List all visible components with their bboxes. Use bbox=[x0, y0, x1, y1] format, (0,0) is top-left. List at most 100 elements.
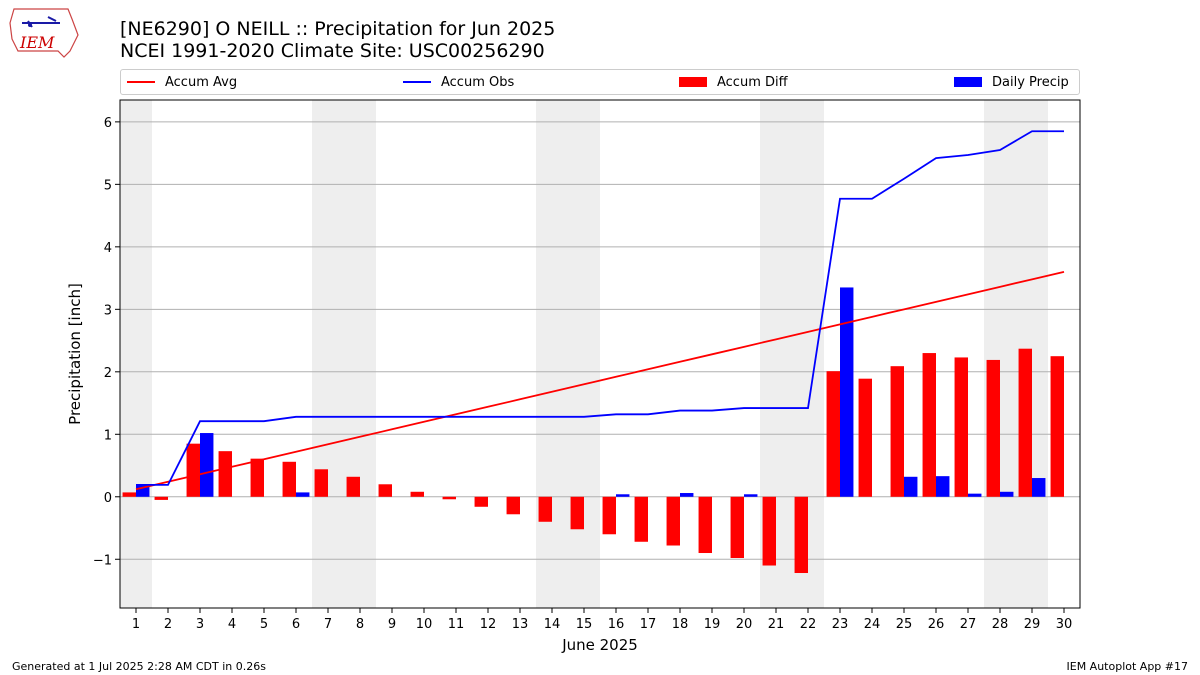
accum-diff-bar bbox=[506, 496, 520, 515]
x-tick-label: 15 bbox=[576, 617, 593, 632]
accum-diff-bar bbox=[730, 496, 744, 559]
daily-precip-bar bbox=[968, 493, 982, 497]
accum-diff-bar bbox=[378, 484, 392, 497]
accum-diff-bar bbox=[154, 496, 168, 500]
x-tick-label: 2 bbox=[164, 617, 172, 632]
daily-precip-bar bbox=[904, 476, 918, 497]
x-tick-label: 29 bbox=[1024, 617, 1041, 632]
legend-swatch-accum-diff bbox=[679, 77, 707, 87]
accum-diff-bar bbox=[410, 491, 424, 497]
accum-diff-bar bbox=[954, 357, 968, 497]
legend-swatch-accum-obs bbox=[403, 81, 431, 83]
accum-diff-bar bbox=[922, 353, 936, 497]
x-tick-label: 22 bbox=[800, 617, 817, 632]
x-tick-label: 10 bbox=[416, 617, 433, 632]
x-tick-label: 7 bbox=[324, 617, 332, 632]
x-tick-label: 1 bbox=[132, 617, 140, 632]
daily-precip-bar bbox=[296, 492, 310, 497]
accum-diff-bar bbox=[794, 496, 808, 574]
accum-diff-bar bbox=[570, 496, 584, 530]
daily-precip-bar bbox=[136, 484, 150, 497]
iem-logo: IEM bbox=[9, 8, 79, 58]
accum-diff-bar bbox=[602, 496, 616, 535]
accum-diff-bar bbox=[1018, 348, 1032, 497]
x-tick-label: 19 bbox=[704, 617, 721, 632]
daily-precip-bar bbox=[840, 287, 854, 497]
x-tick-label: 14 bbox=[544, 617, 561, 632]
iem-logo-text: IEM bbox=[19, 33, 55, 52]
daily-precip-bar bbox=[616, 494, 630, 497]
y-tick-label: 1 bbox=[104, 428, 112, 443]
weekend-band-day-15 bbox=[568, 100, 600, 608]
chart-legend: Accum Avg Accum Obs Accum Diff Daily Pre… bbox=[120, 69, 1080, 95]
x-tick-label: 18 bbox=[672, 617, 689, 632]
weekend-band-day-8 bbox=[344, 100, 376, 608]
accum-diff-bar bbox=[474, 496, 488, 507]
legend-swatch-accum-avg bbox=[127, 81, 155, 83]
x-tick-label: 6 bbox=[292, 617, 300, 632]
legend-item-accum-avg: Accum Avg bbox=[127, 70, 237, 94]
accum-diff-bar bbox=[826, 371, 840, 497]
legend-swatch-daily-precip bbox=[954, 77, 982, 87]
daily-precip-bar bbox=[1000, 491, 1014, 497]
accum-diff-bar bbox=[250, 458, 264, 497]
x-tick-label: 30 bbox=[1056, 617, 1073, 632]
generated-footer: Generated at 1 Jul 2025 2:28 AM CDT in 0… bbox=[12, 660, 266, 673]
accum-diff-bar bbox=[186, 443, 200, 497]
x-tick-label: 23 bbox=[832, 617, 849, 632]
weekend-band-day-14 bbox=[536, 100, 568, 608]
chart-title: [NE6290] O NEILL :: Precipitation for Ju… bbox=[120, 18, 556, 40]
legend-item-accum-diff: Accum Diff bbox=[679, 70, 788, 94]
y-tick-label: 2 bbox=[104, 366, 112, 381]
accum-diff-bar bbox=[858, 378, 872, 497]
x-tick-label: 16 bbox=[608, 617, 625, 632]
legend-label-accum-obs: Accum Obs bbox=[441, 74, 515, 90]
x-tick-label: 17 bbox=[640, 617, 657, 632]
accum-diff-bar bbox=[442, 496, 456, 500]
accum-obs-line bbox=[136, 130, 1064, 486]
legend-label-accum-avg: Accum Avg bbox=[165, 74, 238, 90]
accum-diff-bar bbox=[634, 496, 648, 542]
x-tick-label: 5 bbox=[260, 617, 268, 632]
x-tick-label: 9 bbox=[388, 617, 396, 632]
x-tick-label: 13 bbox=[512, 617, 529, 632]
plot-frame bbox=[119, 99, 1081, 609]
accum-diff-bar bbox=[314, 469, 328, 497]
daily-precip-bar bbox=[936, 476, 950, 497]
x-tick-label: 11 bbox=[448, 617, 465, 632]
x-tick-label: 27 bbox=[960, 617, 977, 632]
x-axis-label: June 2025 bbox=[561, 636, 638, 654]
chart-subtitle: NCEI 1991-2020 Climate Site: USC00256290 bbox=[120, 40, 545, 62]
accum-diff-bar bbox=[986, 359, 1000, 497]
y-tick-label: 3 bbox=[104, 303, 112, 318]
accum-diff-bar bbox=[890, 366, 904, 497]
accum-diff-bar bbox=[122, 492, 136, 497]
x-tick-label: 20 bbox=[736, 617, 753, 632]
weekend-band-day-28 bbox=[984, 100, 1016, 608]
y-tick-label: 6 bbox=[104, 116, 112, 131]
y-tick-label: 0 bbox=[104, 491, 112, 506]
x-tick-label: 26 bbox=[928, 617, 945, 632]
legend-item-accum-obs: Accum Obs bbox=[403, 70, 514, 94]
x-tick-label: 28 bbox=[992, 617, 1009, 632]
x-tick-label: 24 bbox=[864, 617, 881, 632]
accum-diff-bar bbox=[1050, 356, 1064, 497]
weekend-band-day-1 bbox=[120, 100, 152, 608]
app-footer: IEM Autoplot App #17 bbox=[1066, 660, 1189, 673]
x-tick-label: 8 bbox=[356, 617, 364, 632]
accum-diff-bar bbox=[666, 496, 680, 546]
accum-diff-bar bbox=[698, 496, 712, 554]
daily-precip-bar bbox=[680, 493, 694, 497]
accum-diff-bar bbox=[538, 496, 552, 522]
legend-label-daily-precip: Daily Precip bbox=[992, 74, 1069, 90]
x-tick-label: 4 bbox=[228, 617, 236, 632]
accum-diff-bar bbox=[282, 461, 296, 497]
legend-label-accum-diff: Accum Diff bbox=[717, 74, 788, 90]
y-axis-label: Precipitation [inch] bbox=[66, 283, 84, 425]
y-tick-label: 5 bbox=[104, 178, 112, 193]
x-tick-label: 25 bbox=[896, 617, 913, 632]
accum-diff-bar bbox=[346, 476, 360, 497]
x-tick-label: 21 bbox=[768, 617, 785, 632]
legend-item-daily-precip: Daily Precip bbox=[954, 70, 1069, 94]
